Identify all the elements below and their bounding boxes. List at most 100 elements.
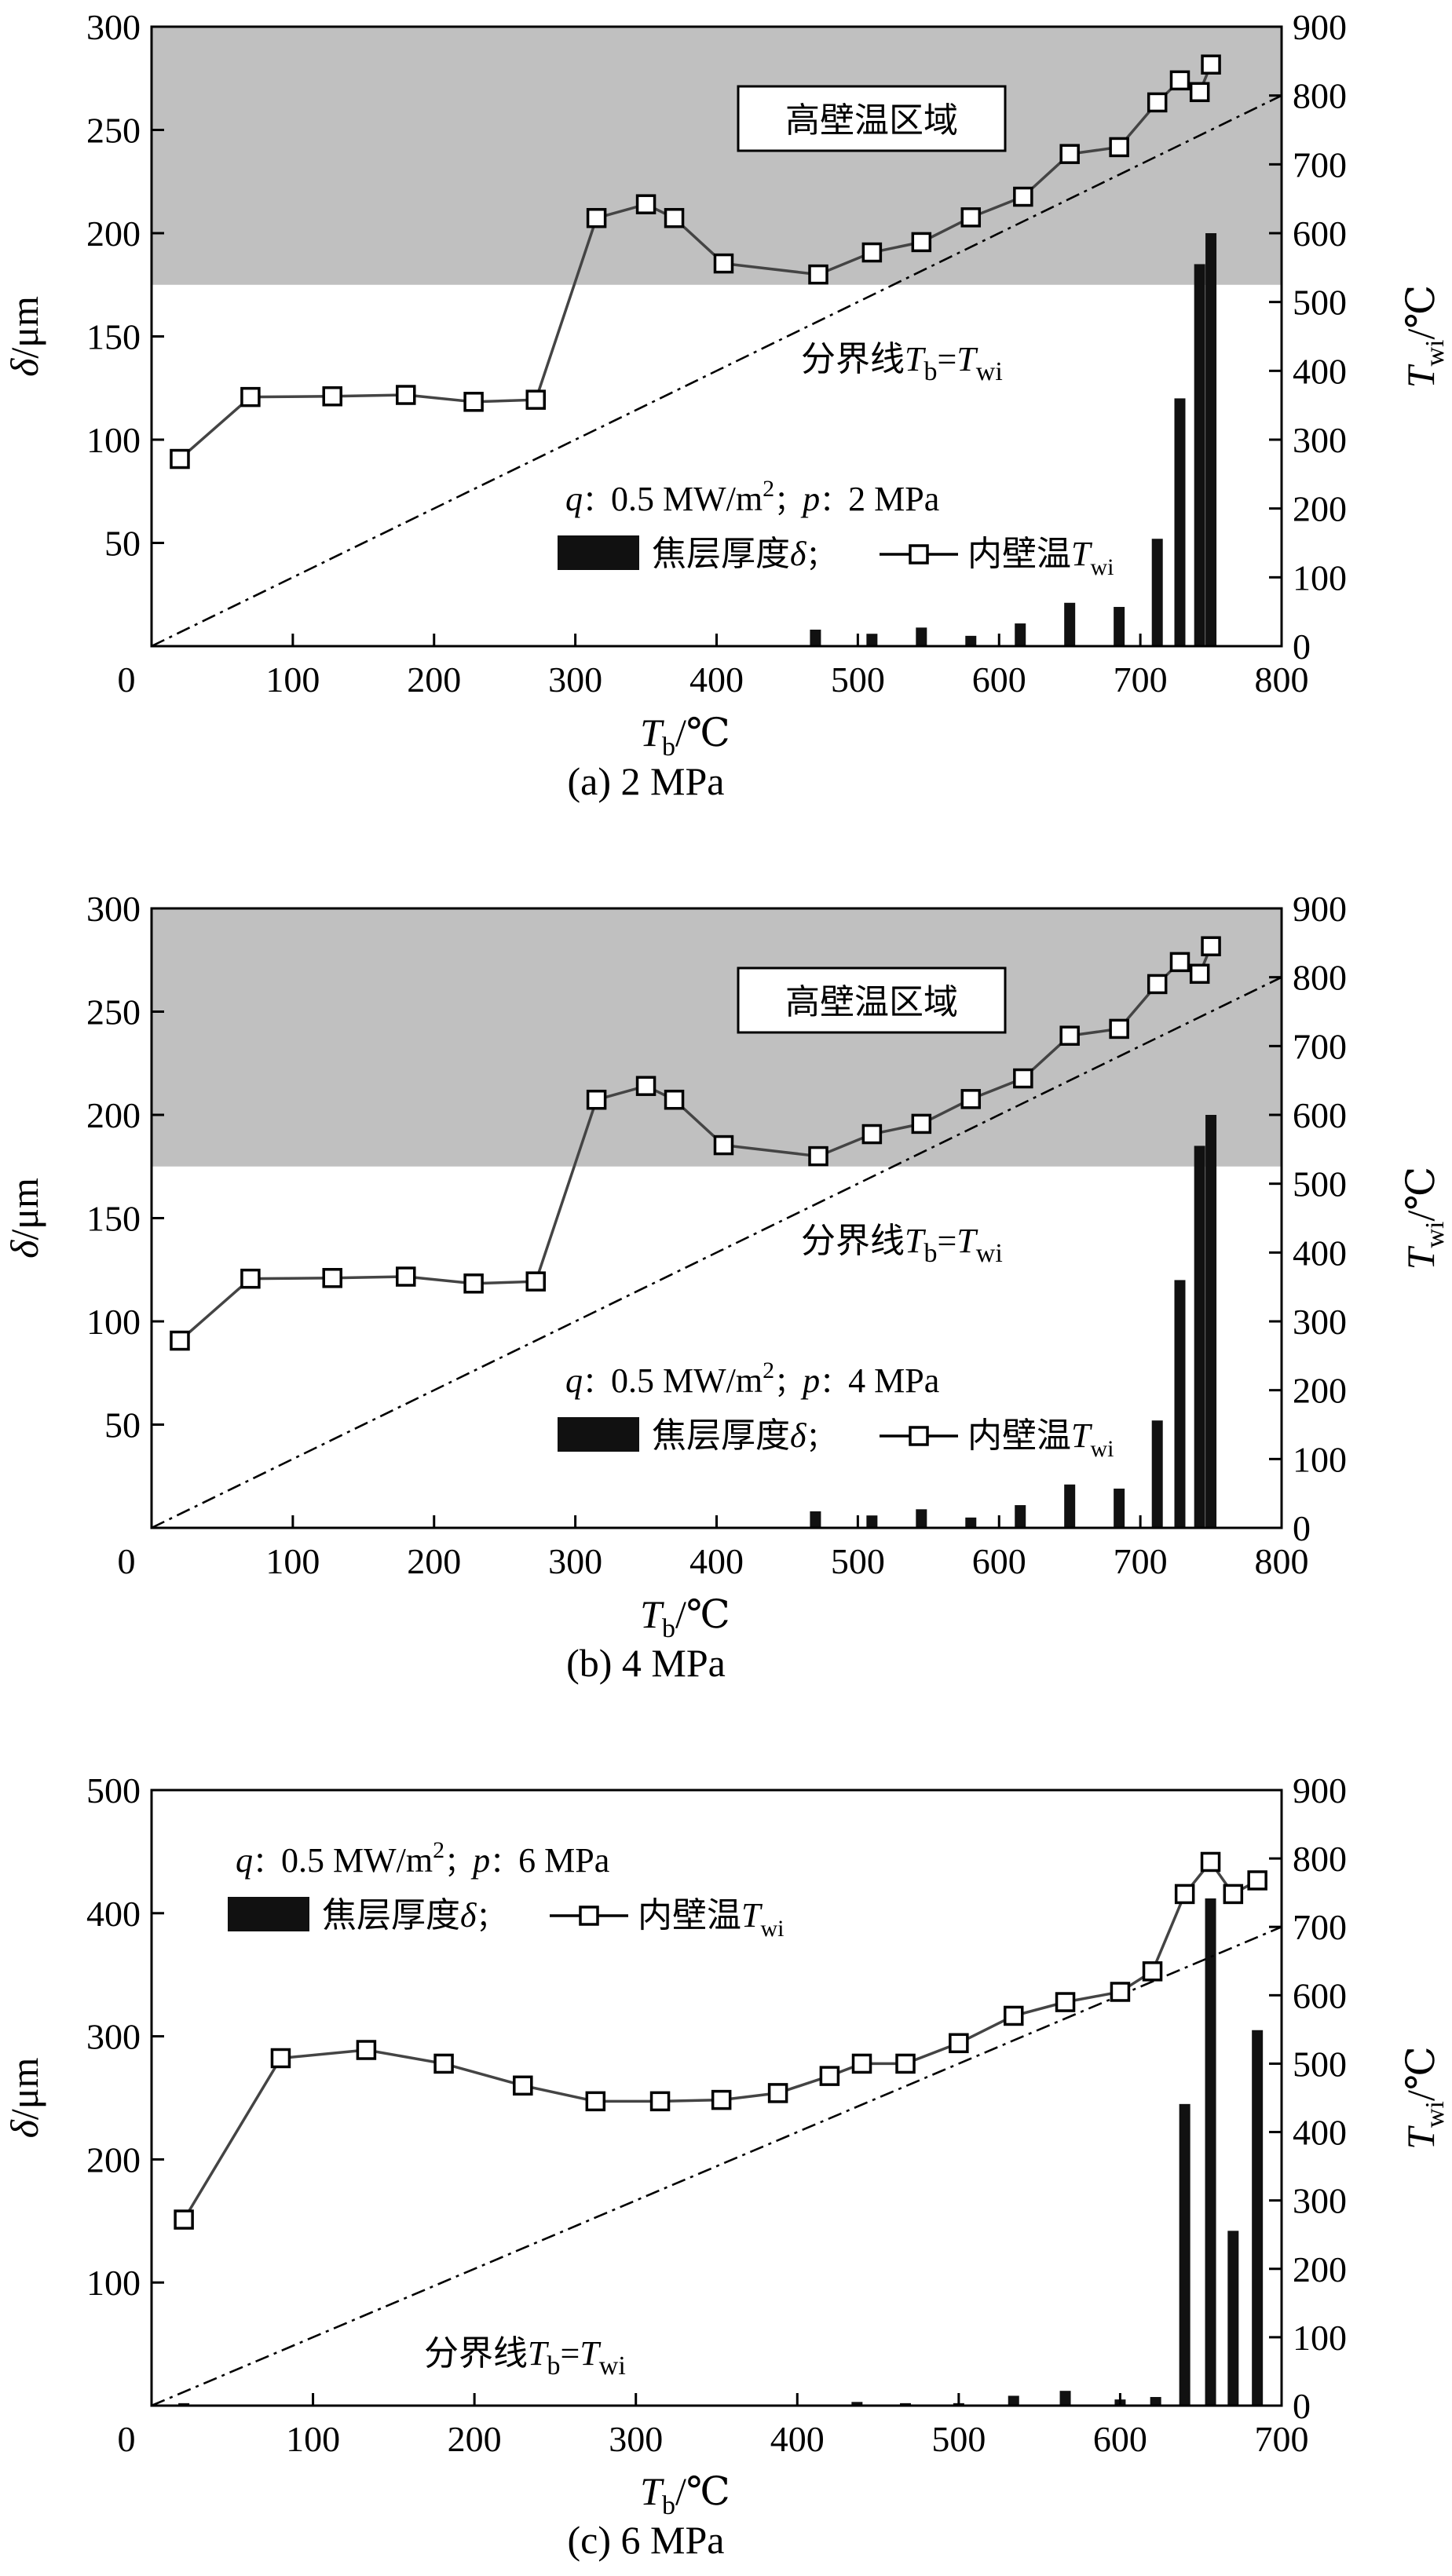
y-left-label-unit: /μm xyxy=(2,296,46,359)
y-right-label-subscript: wi xyxy=(1421,1222,1450,1248)
chart-panel-c: 0 100 200 300 400 500 600 700 100 200 300 400 500 0 10… xyxy=(2,1770,1450,2562)
x-tick-label: 100 xyxy=(265,660,320,700)
legend-p-symbol: p xyxy=(470,1841,490,1880)
line-point xyxy=(1059,144,1080,164)
bar xyxy=(1205,233,1217,646)
line-point xyxy=(1004,2005,1024,2026)
line-point xyxy=(1055,1992,1076,2012)
x-tick-label: 0 xyxy=(118,1541,136,1581)
y-left-tick-label: 150 xyxy=(86,1199,141,1239)
x-label-subscript: b xyxy=(662,2491,675,2520)
y-right-tick-label: 700 xyxy=(1293,1026,1347,1066)
bar xyxy=(900,2402,912,2406)
boundary-label: 分界线Tb=Twi xyxy=(424,2333,626,2381)
boundary-label: 分界线Tb=Twi xyxy=(801,1221,1003,1268)
bar xyxy=(178,2402,190,2406)
bar xyxy=(851,2402,863,2406)
legend-q-symbol: q xyxy=(236,1841,253,1880)
boundary-label-tb-sub: b xyxy=(924,357,937,386)
legend-bar-semicolon: ； xyxy=(806,1422,834,1454)
bar xyxy=(1174,1280,1186,1528)
boundary-label-twi: T xyxy=(956,1222,978,1260)
legend-semicolon: ； xyxy=(774,485,803,517)
line-point xyxy=(808,264,828,285)
high-wall-temp-region xyxy=(152,908,1282,1167)
legend-superscript: 2 xyxy=(433,1837,444,1863)
bar xyxy=(1015,1505,1026,1528)
line-point xyxy=(1174,1884,1195,1905)
bar xyxy=(1205,1115,1217,1528)
y-left-tick-label: 400 xyxy=(86,1894,141,1934)
legend-line-subscript: wi xyxy=(760,1916,784,1942)
line-point xyxy=(911,232,932,253)
legend-p-value: 6 MPa xyxy=(518,1841,609,1880)
x-label-unit: /℃ xyxy=(675,2469,730,2513)
x-tick-label: 600 xyxy=(972,1541,1026,1581)
y-right-tick-label: 600 xyxy=(1293,1095,1347,1135)
line-point xyxy=(713,1135,734,1156)
boundary-label: 分界线Tb=Twi xyxy=(801,339,1003,386)
legend-bar-swatch xyxy=(558,535,639,570)
line-point xyxy=(356,2040,377,2060)
y-right-tick-label: 200 xyxy=(1293,1371,1347,1411)
x-tick-label: 700 xyxy=(1114,1541,1168,1581)
legend-marker-swatch xyxy=(909,544,929,565)
x-tick-label: 100 xyxy=(265,1541,320,1581)
line-point xyxy=(1169,70,1190,91)
y-right-label-subscript: wi xyxy=(1421,340,1450,367)
plot-frame xyxy=(150,1789,1283,2407)
bar xyxy=(1114,1489,1125,1528)
legend-line-symbol: T xyxy=(1071,535,1093,573)
x-axis-label: Tb/℃ xyxy=(640,711,730,762)
y-left-tick-label: 200 xyxy=(86,214,141,254)
boundary-line xyxy=(151,1926,1282,2407)
x-tick-label: 400 xyxy=(770,2419,825,2459)
line-point xyxy=(322,386,342,407)
line-point xyxy=(1109,137,1129,158)
legend-line-symbol: T xyxy=(1071,1416,1093,1455)
x-tick-label: 400 xyxy=(689,660,744,700)
line-point xyxy=(1223,1884,1244,1905)
line-point xyxy=(767,2083,788,2103)
line-point xyxy=(1142,1961,1163,1982)
y-left-tick-label: 100 xyxy=(86,2263,141,2303)
line-point xyxy=(1110,1982,1131,2002)
y-left-label-unit: /μm xyxy=(2,1178,46,1240)
legend-q-symbol: q xyxy=(565,1361,583,1400)
x-label-symbol: T xyxy=(640,2469,664,2513)
boundary-label-tb: T xyxy=(905,1222,927,1260)
y-right-tick-label: 300 xyxy=(1293,2181,1347,2221)
boundary-label-tb: T xyxy=(905,340,927,378)
y-left-tick-label: 150 xyxy=(86,317,141,357)
legend-line-subscript: wi xyxy=(1090,1436,1114,1462)
legend-line-text: 内壁温 xyxy=(638,1895,741,1935)
legend-q-value: 0.5 MW/m xyxy=(611,1361,763,1400)
line-point xyxy=(819,2066,840,2086)
boundary-label-eq: = xyxy=(937,340,956,378)
legend-line-label: 内壁温Twi xyxy=(967,534,1114,580)
legend-bar-swatch xyxy=(228,1897,309,1931)
boundary-label-twi: T xyxy=(580,2334,602,2373)
chart-panel-b: 0 100 200 300 400 500 600 700 800 50 100 150 200 250 3… xyxy=(2,889,1450,1685)
bar xyxy=(1194,264,1205,646)
y-right-axis-label: Twi/℃ xyxy=(1399,2046,1450,2150)
line-point xyxy=(322,1268,342,1288)
boundary-label-tb-sub: b xyxy=(547,2351,560,2381)
y-left-axis-label: δ/μm xyxy=(2,296,46,377)
legend-colon-2: ： xyxy=(820,1367,848,1399)
x-tick-label: 800 xyxy=(1255,1541,1309,1581)
region-label: 高壁温区域 xyxy=(785,982,958,1022)
bar xyxy=(1179,2103,1190,2406)
line-point xyxy=(463,1273,484,1294)
line-point xyxy=(1200,1851,1221,1873)
legend-bar-swatch xyxy=(558,1417,639,1452)
x-tick-label: 300 xyxy=(609,2419,663,2459)
chart-caption: (c) 6 MPa xyxy=(568,2518,725,2562)
legend-conditions: q：0.5 MW/m2；p：6 MPa xyxy=(236,1837,609,1880)
legend-line-label: 内壁温Twi xyxy=(638,1895,784,1942)
y-right-tick-label: 400 xyxy=(1293,1233,1347,1273)
bar xyxy=(1064,602,1076,646)
y-left-tick-label: 200 xyxy=(86,1095,141,1135)
line-point xyxy=(396,1266,416,1287)
